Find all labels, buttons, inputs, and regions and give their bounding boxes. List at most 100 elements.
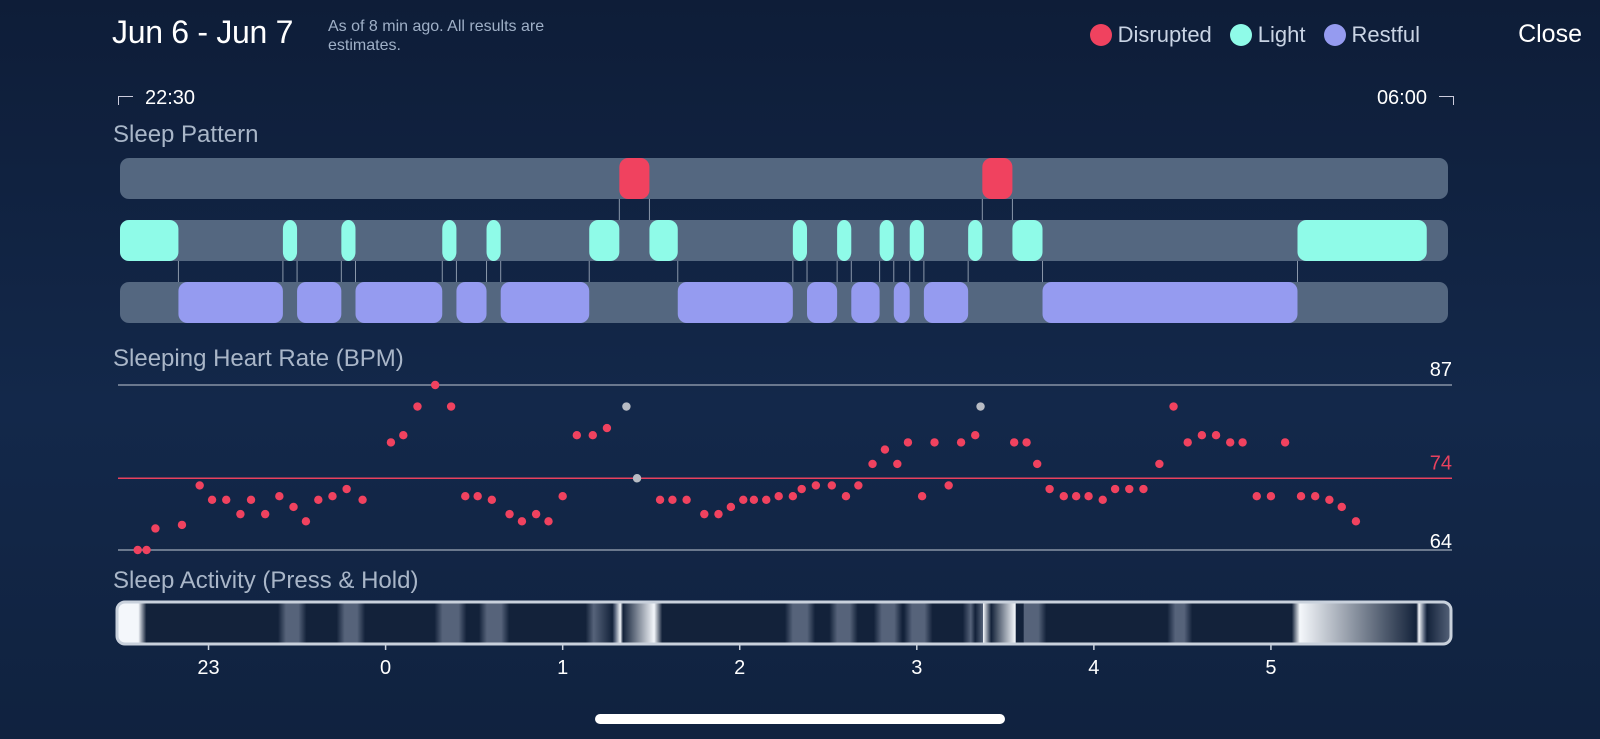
heart-rate-point bbox=[868, 459, 877, 469]
heart-rate-point bbox=[739, 495, 748, 504]
sleep-pattern-chart bbox=[120, 158, 1448, 323]
heart-rate-point bbox=[1084, 491, 1093, 501]
heart-rate-point bbox=[342, 484, 351, 494]
heart-rate-point bbox=[588, 431, 597, 440]
end-bracket-icon bbox=[1439, 96, 1454, 106]
heart-rate-point bbox=[222, 495, 231, 504]
heart-rate-point bbox=[827, 481, 837, 490]
heart-rate-point bbox=[314, 495, 323, 504]
heart-rate-point bbox=[177, 520, 187, 530]
heart-rate-point bbox=[430, 380, 440, 390]
heart-rate-point bbox=[668, 495, 677, 504]
heart-rate-point bbox=[1033, 459, 1042, 469]
light-segment bbox=[486, 220, 501, 261]
hour-tick-3: 3 bbox=[911, 657, 922, 679]
heart-rate-point bbox=[682, 495, 691, 504]
heart-rate-point bbox=[841, 491, 851, 501]
start-bracket-icon bbox=[118, 96, 133, 106]
heart-rate-point bbox=[1266, 491, 1276, 501]
heart-rate-point bbox=[413, 402, 422, 411]
estimated-bpm-point bbox=[632, 474, 642, 483]
disrupted-segment bbox=[982, 158, 1013, 199]
hour-tick-23: 23 bbox=[197, 657, 219, 679]
light-track bbox=[120, 220, 1448, 261]
heart-rate-point bbox=[1226, 438, 1235, 447]
restful-segment bbox=[1042, 282, 1298, 323]
heart-rate-point bbox=[207, 495, 217, 504]
avg-bpm-label: 74 bbox=[1430, 452, 1452, 474]
restful-segment bbox=[456, 282, 487, 323]
light-segment bbox=[837, 220, 852, 261]
heart-rate-point bbox=[655, 495, 665, 504]
heart-rate-point bbox=[1125, 484, 1134, 494]
heart-rate-point bbox=[797, 484, 806, 494]
heart-rate-point bbox=[151, 524, 160, 533]
legend-light: Light bbox=[1229, 22, 1306, 48]
sleep-activity-chart[interactable] bbox=[115, 600, 1453, 646]
legend-disrupted-label: Disrupted bbox=[1117, 22, 1212, 47]
light-segment bbox=[909, 220, 924, 261]
heart-rate-point bbox=[774, 491, 783, 501]
heart-rate-point bbox=[1197, 431, 1207, 440]
light-segment bbox=[649, 220, 678, 261]
heart-rate-point bbox=[236, 509, 245, 519]
hour-axis: 23 0 1 2 3 4 5 bbox=[197, 645, 1276, 679]
restful-segment bbox=[923, 282, 969, 323]
heart-rate-point bbox=[386, 438, 396, 447]
light-segment bbox=[442, 220, 457, 261]
heart-rate-point bbox=[473, 491, 482, 501]
heart-rate-point bbox=[275, 491, 284, 501]
heart-rate-point bbox=[762, 495, 771, 504]
heart-rate-point bbox=[133, 545, 142, 555]
restful-segment bbox=[178, 282, 283, 323]
light-segment bbox=[1012, 220, 1043, 261]
end-time-marker: 06:00 bbox=[1377, 87, 1454, 110]
heart-rate-title: Sleeping Heart Rate (BPM) bbox=[113, 345, 404, 372]
heart-rate-point bbox=[1183, 438, 1192, 447]
heart-rate-point bbox=[487, 495, 497, 504]
disrupted-dot-icon bbox=[1089, 24, 1112, 46]
heart-rate-point bbox=[1296, 491, 1306, 501]
heart-rate-point bbox=[956, 438, 966, 447]
home-indicator[interactable] bbox=[595, 714, 1005, 724]
heart-rate-point bbox=[446, 402, 456, 411]
restful-segment bbox=[807, 282, 838, 323]
restful-segment bbox=[851, 282, 880, 323]
estimated-bpm-point bbox=[976, 402, 985, 411]
light-segment bbox=[341, 220, 356, 261]
heart-rate-point bbox=[505, 509, 514, 519]
sleep-activity-title: Sleep Activity (Press & Hold) bbox=[113, 567, 419, 594]
heart-rate-point bbox=[358, 495, 367, 504]
legend-light-label: Light bbox=[1257, 22, 1306, 47]
legend-restful-label: Restful bbox=[1351, 22, 1420, 47]
min-bpm-label: 64 bbox=[1430, 531, 1452, 553]
heart-rate-point bbox=[1325, 495, 1334, 504]
heart-rate-point bbox=[1337, 502, 1346, 512]
heart-rate-point bbox=[289, 502, 298, 512]
heart-rate-point bbox=[930, 438, 939, 447]
heart-rate-point bbox=[461, 491, 470, 501]
restful-segment bbox=[500, 282, 590, 323]
hour-tick-4: 4 bbox=[1088, 657, 1099, 679]
heart-rate-point bbox=[893, 459, 902, 469]
heart-rate-point bbox=[811, 481, 821, 490]
heart-rate-point bbox=[971, 431, 980, 440]
heart-rate-point bbox=[544, 517, 553, 526]
legend-disrupted: Disrupted bbox=[1089, 22, 1212, 48]
heart-rate-point bbox=[726, 502, 736, 512]
heart-rate-point bbox=[260, 509, 270, 519]
max-bpm-label: 87 bbox=[1430, 359, 1452, 381]
heart-rate-point bbox=[1311, 491, 1320, 501]
heart-rate-point bbox=[917, 491, 927, 501]
restful-dot-icon bbox=[1323, 24, 1346, 46]
date-range-title: Jun 6 - Jun 7 bbox=[112, 14, 294, 50]
heart-rate-point bbox=[854, 481, 863, 490]
heart-rate-point bbox=[749, 495, 759, 504]
start-time: 22:30 bbox=[145, 87, 196, 109]
close-button[interactable]: Close bbox=[1518, 20, 1582, 48]
restful-segment bbox=[297, 282, 342, 323]
heart-rate-point bbox=[328, 491, 337, 501]
heart-rate-point bbox=[531, 509, 541, 519]
heart-rate-point bbox=[1155, 459, 1164, 469]
